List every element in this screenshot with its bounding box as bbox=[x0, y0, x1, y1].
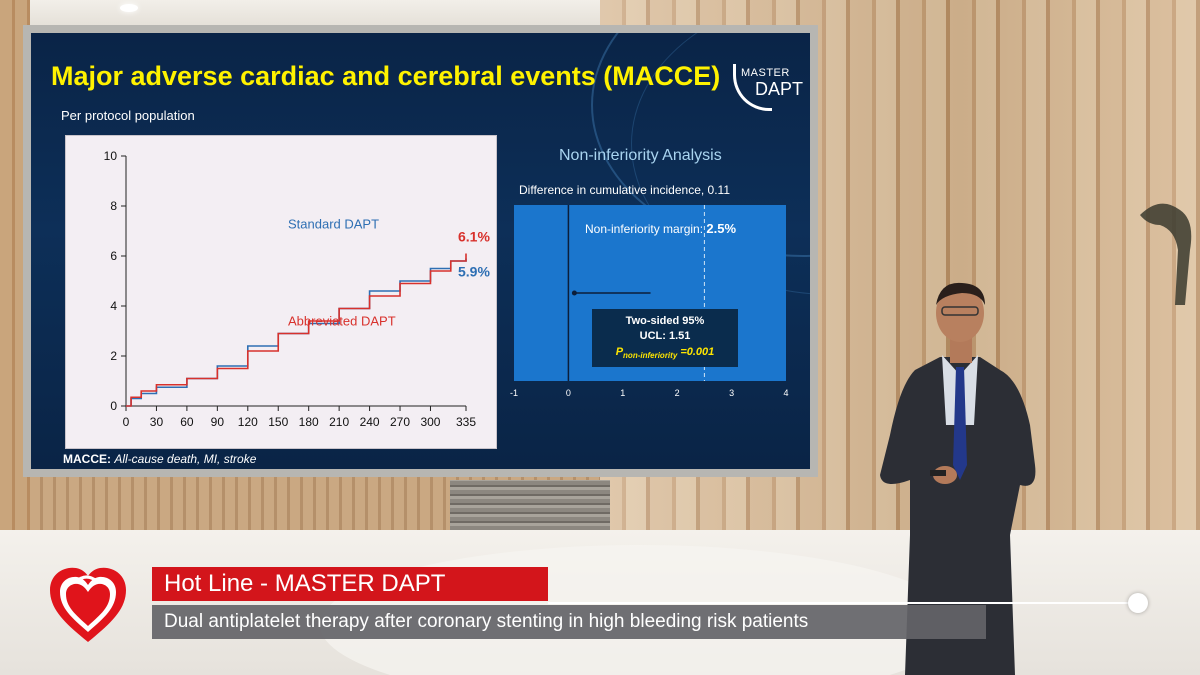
y-tick-label: 6 bbox=[110, 249, 117, 263]
p-symbol: P bbox=[615, 346, 624, 358]
ni-tick-label: 4 bbox=[783, 388, 789, 398]
ucl-line-2: UCL: 1.51 bbox=[639, 330, 691, 342]
presentation-slide: Major adverse cardiac and cerebral event… bbox=[23, 25, 818, 477]
series-line-0 bbox=[126, 258, 467, 407]
ni-analysis-title: Non-inferiority Analysis bbox=[559, 147, 722, 164]
footnote-text: All-cause death, MI, stroke bbox=[114, 452, 257, 466]
ceiling-light bbox=[120, 4, 138, 12]
presenter bbox=[880, 282, 1036, 675]
y-tick-label: 2 bbox=[110, 349, 117, 363]
ni-tick-label: 2 bbox=[674, 388, 680, 398]
point-estimate-marker bbox=[571, 290, 577, 296]
ucl-box: Two-sided 95% UCL: 1.51 Pnon-inferiority… bbox=[592, 309, 738, 367]
difference-label: Difference in cumulative incidence, 0.11 bbox=[519, 183, 731, 197]
x-tick-label: 90 bbox=[211, 415, 225, 429]
series-end-label: 6.1% bbox=[458, 229, 490, 245]
ni-forest-svg bbox=[567, 205, 705, 381]
ni-tick-label: -1 bbox=[509, 388, 518, 398]
x-tick-label: 0 bbox=[123, 415, 130, 429]
x-tick-label: 240 bbox=[360, 415, 380, 429]
ni-forest-panel: Non-inferiority margin: 2.5% Two-sided 9… bbox=[514, 205, 786, 381]
banner-line bbox=[548, 602, 1136, 604]
ni-tick-label: 1 bbox=[620, 388, 626, 398]
series-line-1 bbox=[126, 253, 467, 407]
slide-content: Major adverse cardiac and cerebral event… bbox=[31, 33, 810, 469]
ni-margin-value: 2.5% bbox=[706, 221, 737, 236]
y-tick-label: 4 bbox=[110, 299, 117, 313]
hotline-subtitle: Dual antiplatelet therapy after coronary… bbox=[152, 605, 986, 639]
ni-tick-label: 0 bbox=[565, 388, 571, 398]
p-value-number: =0.001 bbox=[680, 346, 715, 358]
x-tick-label: 120 bbox=[238, 415, 258, 429]
series-end-label: 5.9% bbox=[458, 264, 490, 280]
x-tick-label: 300 bbox=[420, 415, 440, 429]
ni-margin-text: Non-inferiority margin: bbox=[585, 222, 704, 236]
footnote: MACCE: All-cause death, MI, stroke bbox=[63, 452, 256, 466]
km-chart: 0 2 4 6 8 10 0 30 60 90 120 150 180 210 240 270 300 335 St… bbox=[65, 135, 497, 449]
banner-dot-icon bbox=[1128, 593, 1148, 613]
series-name-label: Standard DAPT bbox=[288, 217, 379, 232]
km-chart-svg: 0 2 4 6 8 10 0 30 60 90 120 150 180 210 240 270 300 335 St… bbox=[104, 149, 491, 429]
logo-text-bottom: DAPT bbox=[755, 79, 804, 99]
master-dapt-logo: MASTER DAPT bbox=[733, 59, 804, 111]
logo-text-top: MASTER bbox=[741, 67, 790, 79]
x-tick-label: 210 bbox=[329, 415, 349, 429]
stone-wall bbox=[450, 480, 610, 530]
y-tick-label: 8 bbox=[110, 199, 117, 213]
esc-heart-icon bbox=[50, 567, 126, 642]
y-tick-label: 10 bbox=[104, 149, 118, 163]
x-tick-label: 30 bbox=[150, 415, 164, 429]
series-name-label: Abbreviated DAPT bbox=[288, 314, 396, 329]
p-value: Pnon-inferiority =0.001 bbox=[592, 346, 738, 360]
hotline-title: Hot Line - MASTER DAPT bbox=[152, 567, 548, 601]
x-tick-label: 60 bbox=[180, 415, 194, 429]
ni-tick-label: 3 bbox=[729, 388, 735, 398]
ucl-line-1: Two-sided 95% bbox=[625, 315, 705, 327]
slide-subtitle: Per protocol population bbox=[61, 108, 195, 123]
plant-decoration bbox=[1140, 203, 1192, 305]
x-tick-label: 270 bbox=[390, 415, 410, 429]
lower-third-banner: Hot Line - MASTER DAPT Dual antiplatelet… bbox=[46, 558, 1166, 648]
y-tick-label: 0 bbox=[110, 399, 117, 413]
x-tick-label: 150 bbox=[268, 415, 288, 429]
footnote-label: MACCE: bbox=[63, 452, 111, 466]
p-subscript: non-inferiority bbox=[623, 351, 678, 361]
slide-title: Major adverse cardiac and cerebral event… bbox=[51, 61, 721, 91]
x-tick-label: 180 bbox=[299, 415, 319, 429]
x-tick-label: 335 bbox=[456, 415, 476, 429]
ni-margin-label: Non-inferiority margin: 2.5% bbox=[585, 221, 736, 236]
